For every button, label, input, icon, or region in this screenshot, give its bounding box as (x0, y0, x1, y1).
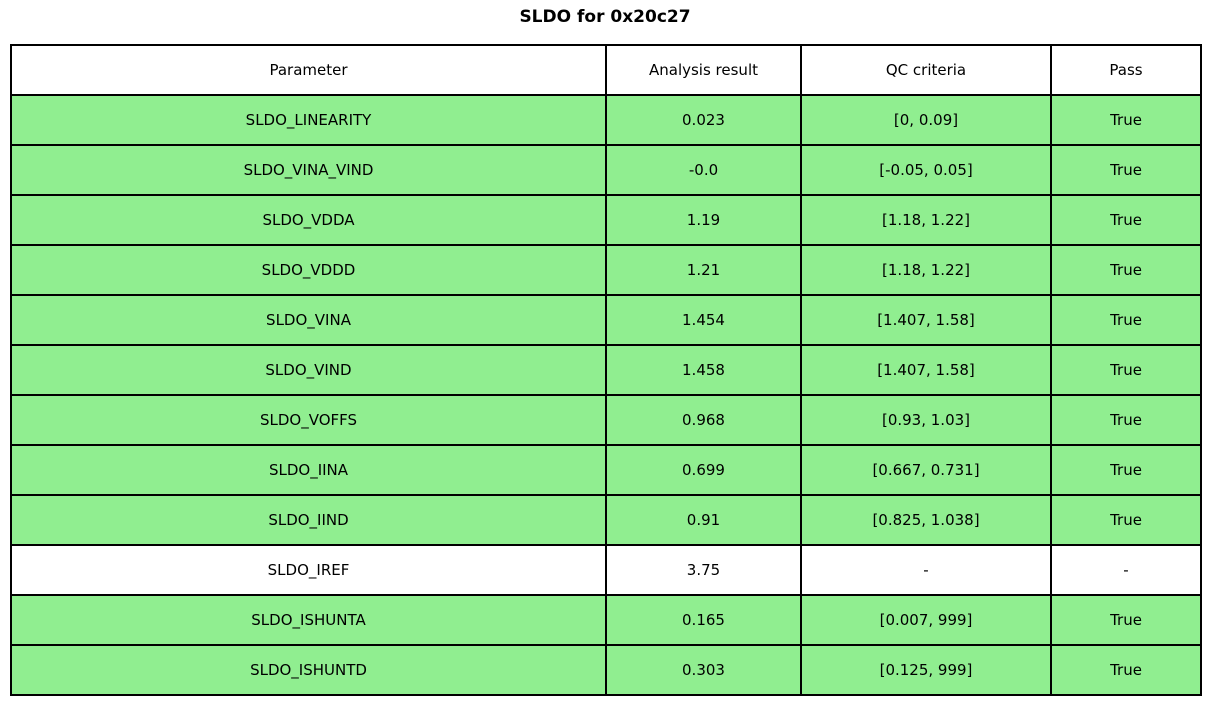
cell-parameter: SLDO_IIND (10, 494, 607, 546)
cell-qc-criteria: [0.007, 999] (800, 594, 1052, 646)
cell-pass: True (1050, 94, 1202, 146)
cell-pass: True (1050, 394, 1202, 446)
cell-qc-criteria: [1.18, 1.22] (800, 194, 1052, 246)
table-row: SLDO_IINA 0.699 [0.667, 0.731] True (10, 444, 1202, 496)
cell-qc-criteria: [0.125, 999] (800, 644, 1052, 696)
column-header-pass: Pass (1050, 44, 1202, 96)
table-row: SLDO_VINA_VIND -0.0 [-0.05, 0.05] True (10, 144, 1202, 196)
cell-qc-criteria: [0.667, 0.731] (800, 444, 1052, 496)
table-row: SLDO_ISHUNTD 0.303 [0.125, 999] True (10, 644, 1202, 696)
cell-pass: True (1050, 244, 1202, 296)
table-row: SLDO_VDDD 1.21 [1.18, 1.22] True (10, 244, 1202, 296)
cell-pass: True (1050, 644, 1202, 696)
cell-parameter: SLDO_VINA_VIND (10, 144, 607, 196)
column-header-analysis-result: Analysis result (605, 44, 802, 96)
cell-parameter: SLDO_IREF (10, 544, 607, 596)
cell-qc-criteria: [0, 0.09] (800, 94, 1052, 146)
cell-parameter: SLDO_ISHUNTD (10, 644, 607, 696)
cell-analysis-result: 1.454 (605, 294, 802, 346)
cell-parameter: SLDO_IINA (10, 444, 607, 496)
cell-pass: True (1050, 444, 1202, 496)
cell-pass: True (1050, 294, 1202, 346)
header-row: Parameter Analysis result QC criteria Pa… (10, 44, 1202, 96)
cell-qc-criteria: - (800, 544, 1052, 596)
cell-analysis-result: 0.303 (605, 644, 802, 696)
cell-analysis-result: 1.21 (605, 244, 802, 296)
table-row: SLDO_VDDA 1.19 [1.18, 1.22] True (10, 194, 1202, 246)
cell-parameter: SLDO_VIND (10, 344, 607, 396)
cell-parameter: SLDO_ISHUNTA (10, 594, 607, 646)
cell-parameter: SLDO_LINEARITY (10, 94, 607, 146)
cell-analysis-result: -0.0 (605, 144, 802, 196)
cell-analysis-result: 0.968 (605, 394, 802, 446)
qc-table-body: SLDO_LINEARITY 0.023 [0, 0.09] True SLDO_VIN… (10, 94, 1202, 696)
table-row: SLDO_LINEARITY 0.023 [0, 0.09] True (10, 94, 1202, 146)
cell-analysis-result: 0.165 (605, 594, 802, 646)
cell-analysis-result: 3.75 (605, 544, 802, 596)
cell-analysis-result: 0.023 (605, 94, 802, 146)
cell-pass: True (1050, 144, 1202, 196)
page-title: SLDO for 0x20c27 (519, 7, 691, 27)
cell-qc-criteria: [-0.05, 0.05] (800, 144, 1052, 196)
cell-parameter: SLDO_VDDD (10, 244, 607, 296)
cell-analysis-result: 1.19 (605, 194, 802, 246)
cell-parameter: SLDO_VOFFS (10, 394, 607, 446)
cell-pass: - (1050, 544, 1202, 596)
column-header-qc-criteria: QC criteria (800, 44, 1052, 96)
table-row: SLDO_ISHUNTA 0.165 [0.007, 999] True (10, 594, 1202, 646)
cell-parameter: SLDO_VINA (10, 294, 607, 346)
cell-qc-criteria: [0.93, 1.03] (800, 394, 1052, 446)
cell-pass: True (1050, 594, 1202, 646)
cell-qc-criteria: [1.18, 1.22] (800, 244, 1052, 296)
cell-qc-criteria: [0.825, 1.038] (800, 494, 1052, 546)
cell-pass: True (1050, 194, 1202, 246)
cell-parameter: SLDO_VDDA (10, 194, 607, 246)
table-row: SLDO_VIND 1.458 [1.407, 1.58] True (10, 344, 1202, 396)
table-row: SLDO_VINA 1.454 [1.407, 1.58] True (10, 294, 1202, 346)
table-row: SLDO_IIND 0.91 [0.825, 1.038] True (10, 494, 1202, 546)
cell-pass: True (1050, 344, 1202, 396)
cell-pass: True (1050, 494, 1202, 546)
column-header-parameter: Parameter (10, 44, 607, 96)
cell-analysis-result: 1.458 (605, 344, 802, 396)
cell-analysis-result: 0.91 (605, 494, 802, 546)
table-row: SLDO_IREF 3.75- - (10, 544, 1202, 596)
cell-qc-criteria: [1.407, 1.58] (800, 294, 1052, 346)
cell-analysis-result: 0.699 (605, 444, 802, 496)
cell-qc-criteria: [1.407, 1.58] (800, 344, 1052, 396)
qc-table: Parameter Analysis result QC criteria Pa… (10, 44, 1202, 696)
table-row: SLDO_VOFFS 0.968 [0.93, 1.03] True (10, 394, 1202, 446)
